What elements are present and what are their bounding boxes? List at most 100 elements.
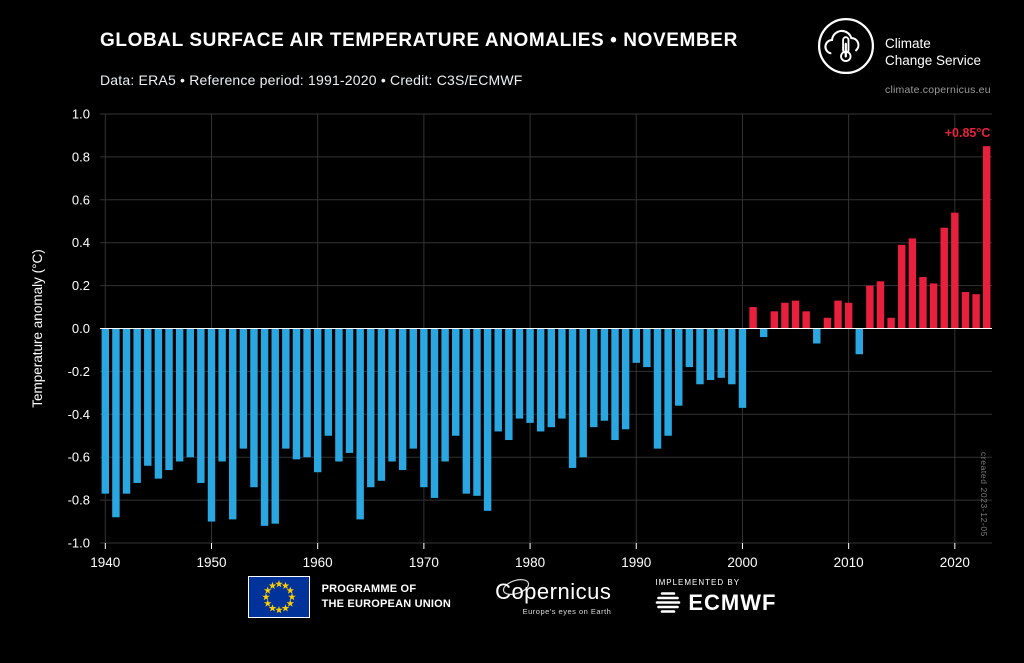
bar-1997 (706, 328, 715, 380)
bar-2010 (844, 302, 853, 329)
y-tick-label: -0.8 (68, 493, 90, 508)
bar-1949 (197, 328, 205, 483)
bars (101, 146, 991, 526)
bar-1950 (207, 328, 216, 522)
bar-1944 (144, 328, 152, 466)
bar-1982 (547, 328, 556, 428)
bar-1971 (430, 328, 439, 498)
bar-1965 (367, 328, 375, 488)
bar-1970 (420, 328, 428, 488)
bar-1945 (154, 328, 163, 479)
x-tick-label: 1990 (621, 555, 651, 570)
bar-1995 (685, 328, 694, 368)
bar-1953 (239, 328, 248, 449)
c3s-name-line2: Change Service (885, 52, 982, 68)
ecmwf-wordmark: ECMWF (688, 590, 777, 615)
bar-1948 (186, 328, 194, 458)
bar-1966 (377, 328, 386, 481)
bar-1991 (643, 328, 651, 368)
bar-2017 (919, 277, 927, 329)
bar-2022 (972, 294, 980, 329)
bar-1959 (303, 328, 311, 458)
bar-2023 (982, 146, 991, 329)
bar-1981 (536, 328, 545, 432)
bar-1954 (250, 328, 258, 488)
eu-logo: PROGRAMME OF THE EUROPEAN UNION (247, 576, 452, 618)
bar-1985 (579, 328, 587, 458)
copernicus-wordmark: Copernicus (495, 578, 612, 604)
bar-1987 (600, 328, 609, 421)
x-tick-label: 2000 (727, 555, 757, 570)
bar-2020 (951, 212, 959, 329)
c3s-name-line1: Climate (885, 36, 931, 51)
y-tick-label: 0.2 (72, 278, 90, 293)
x-tick-label: 1960 (303, 555, 333, 570)
bar-1974 (462, 328, 471, 494)
bar-1993 (664, 328, 672, 436)
bar-1943 (133, 328, 141, 483)
y-axis-title: Temperature anomaly (°C) (30, 249, 45, 407)
bar-1996 (696, 328, 704, 385)
peak-annotation: +0.85°C (945, 126, 991, 140)
copernicus-logo: Copernicus Europe's eyes on Earth (495, 579, 611, 616)
bar-2008 (823, 317, 832, 329)
bar-1962 (335, 328, 343, 462)
bar-2011 (855, 328, 863, 355)
bar-1979 (515, 328, 524, 419)
eu-flag-icon (247, 576, 310, 618)
x-tick-label: 1950 (196, 555, 226, 570)
bar-1978 (505, 328, 513, 441)
y-tick-label: 0.6 (72, 192, 90, 207)
eu-programme-line1: PROGRAMME OF (321, 582, 417, 595)
bar-1998 (717, 328, 725, 378)
bar-1972 (441, 328, 449, 462)
bar-1999 (728, 328, 736, 385)
bar-1969 (409, 328, 417, 449)
c3s-cloud-thermometer-icon (817, 17, 875, 75)
y-tick-label: 1.0 (72, 107, 90, 122)
bar-1975 (473, 328, 481, 496)
bar-1958 (292, 328, 301, 460)
bar-1976 (483, 328, 492, 511)
bar-1967 (388, 328, 396, 462)
bar-2000 (738, 328, 747, 408)
bar-1989 (621, 328, 630, 430)
copernicus-tagline: Europe's eyes on Earth (522, 606, 612, 616)
y-tick-label: -0.4 (68, 407, 90, 422)
bar-1946 (165, 328, 173, 471)
bar-2009 (834, 300, 842, 329)
bar-2001 (749, 307, 757, 329)
bar-1973 (452, 328, 460, 436)
chart-title: GLOBAL SURFACE AIR TEMPERATURE ANOMALIES… (100, 30, 738, 51)
bar-1980 (526, 328, 534, 423)
y-tick-label: 0.8 (72, 149, 90, 164)
bar-1988 (611, 328, 619, 441)
bar-2005 (791, 300, 800, 329)
bar-1983 (558, 328, 566, 419)
footer-logos: PROGRAMME OF THE EUROPEAN UNION Copernic… (0, 576, 1024, 618)
bar-1940 (101, 328, 110, 494)
bar-1977 (494, 328, 502, 432)
c3s-url: climate.copernicus.eu (885, 83, 991, 96)
bar-1941 (112, 328, 120, 518)
bar-2016 (908, 238, 917, 329)
y-tick-label: -0.2 (68, 364, 90, 379)
c3s-logo: Climate Change Service climate.copernicu… (816, 16, 991, 96)
bar-1986 (590, 328, 598, 428)
bar-1951 (218, 328, 226, 462)
created-date: created 2023-12-05 (979, 452, 989, 537)
copernicus-orbit-icon (502, 578, 530, 595)
bar-1994 (675, 328, 683, 406)
implemented-by-label: IMPLEMENTED BY (655, 578, 741, 587)
bar-1957 (282, 328, 290, 449)
bar-2002 (759, 328, 768, 338)
axis-labels: -1.0 -0.8 -0.6 -0.4 -0.2 0.0 0.2 0.4 0.6 0.8 1.0 19… (68, 107, 970, 571)
x-tick-label: 2020 (940, 555, 970, 570)
bar-1968 (398, 328, 407, 471)
eu-programme-line2: THE EUROPEAN UNION (321, 598, 452, 610)
bar-1963 (345, 328, 354, 453)
bar-1964 (356, 328, 364, 520)
x-tick-label: 1980 (515, 555, 545, 570)
ecmwf-stripes-icon (656, 592, 681, 613)
